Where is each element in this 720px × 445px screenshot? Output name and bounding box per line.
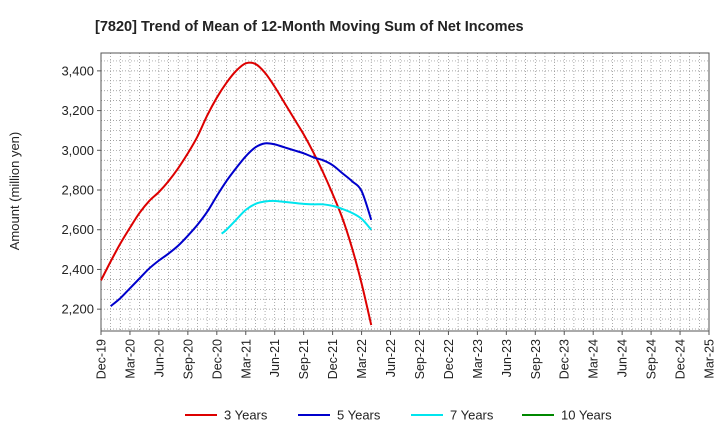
- x-tick-label: Jun-21: [268, 339, 282, 377]
- x-tick-label: Jun-23: [500, 339, 514, 377]
- x-tick-label: Mar-25: [703, 339, 717, 379]
- grid: [100, 53, 710, 331]
- x-tick-label: Mar-24: [587, 339, 601, 379]
- x-tick-label: Dec-20: [210, 339, 224, 379]
- plot-background: [101, 53, 709, 331]
- plot-frame: [100, 52, 710, 332]
- y-axis-label: Amount (million yen): [7, 132, 22, 251]
- y-tick-label: 3,400: [61, 63, 94, 78]
- series-line-7-years: [220, 199, 372, 235]
- y-tick-label: 2,800: [61, 183, 94, 198]
- y-tick-label: 2,600: [61, 222, 94, 237]
- x-tick-label: Jun-22: [384, 339, 398, 377]
- x-tick-label: Dec-24: [674, 339, 688, 379]
- x-tick-label: Dec-22: [442, 339, 456, 379]
- series-line-3-years: [100, 61, 373, 326]
- y-tick-label: 3,000: [61, 143, 94, 158]
- x-tick-label: Dec-21: [326, 339, 340, 379]
- y-tick-label: 2,200: [61, 302, 94, 317]
- x-tick-label: Sep-20: [181, 339, 195, 379]
- legend: 3 Years 5 Years 7 Years 10 Years: [185, 408, 612, 423]
- series-lines: [100, 61, 373, 326]
- x-tick-label: Dec-19: [95, 339, 109, 379]
- x-tick-label: Mar-22: [355, 339, 369, 379]
- y-tick-label: 3,200: [61, 103, 94, 118]
- series-line-5-years: [110, 142, 373, 307]
- x-tick-label: Sep-23: [529, 339, 543, 379]
- legend-label: 3 Years: [224, 408, 268, 423]
- x-tick-label: Jun-20: [152, 339, 166, 377]
- legend-label: 5 Years: [337, 408, 381, 423]
- x-tick-label: Dec-23: [558, 339, 572, 379]
- x-tick-label: Mar-21: [239, 339, 253, 379]
- x-tick-label: Mar-20: [123, 339, 137, 379]
- chart-title: [7820] Trend of Mean of 12-Month Moving …: [95, 19, 524, 35]
- x-tick-label: Sep-21: [297, 339, 311, 379]
- y-tick-label: 2,400: [61, 262, 94, 277]
- x-tick-label: Sep-24: [645, 339, 659, 379]
- x-tick-label: Jun-24: [616, 339, 630, 377]
- legend-label: 10 Years: [561, 408, 612, 423]
- x-tick-label: Sep-22: [413, 339, 427, 379]
- legend-label: 7 Years: [450, 408, 494, 423]
- x-tick-label: Mar-23: [471, 339, 485, 379]
- axes: 2,200 2,400 2,600 2,800 3,000 3,200 3,400 Dec-1…: [61, 52, 717, 379]
